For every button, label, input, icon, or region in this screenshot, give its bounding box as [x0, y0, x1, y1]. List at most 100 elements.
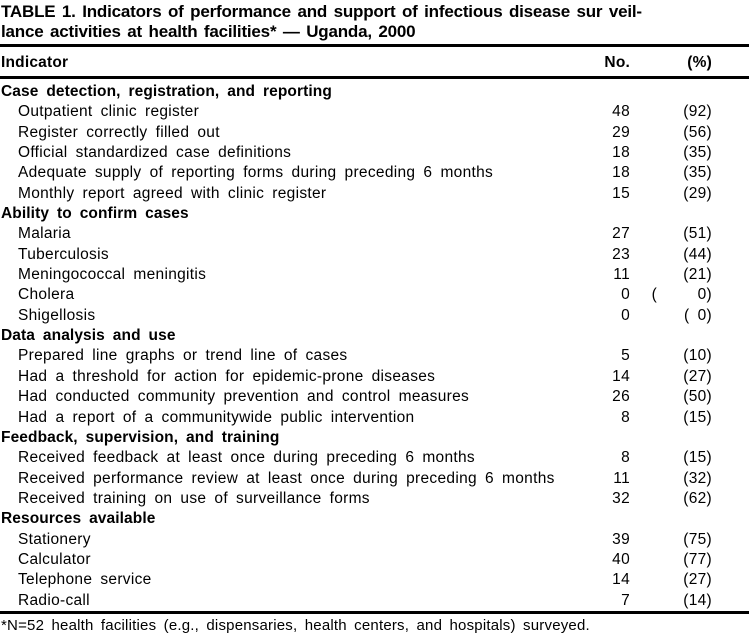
section-header-row: Resources available [1, 509, 749, 529]
row-indicator-label: Feedback, supervision, and training [1, 428, 280, 446]
row-percent-value: (27) [683, 367, 712, 385]
table-title-line1: TABLE 1. Indicators of performance and s… [1, 2, 642, 21]
row-indicator-label: Calculator [18, 550, 91, 568]
table-body: Case detection, registration, and report… [1, 79, 749, 611]
row-percent-value: (62) [683, 489, 712, 507]
row-count-value: 14 [612, 571, 630, 589]
column-header-indicator: Indicator [1, 54, 69, 71]
row-percent-value: (29) [683, 184, 712, 202]
row-percent-value: (10) [683, 347, 712, 365]
row-percent-value: (50) [683, 388, 712, 406]
row-percent-value [630, 326, 712, 346]
row-percent-value: (92) [683, 103, 712, 121]
row-percent-value [630, 509, 712, 529]
row-count-value: 18 [612, 164, 630, 182]
table-row: Meningococcal meningitis 11 (21) [1, 265, 749, 285]
section-header-row: Case detection, registration, and report… [1, 82, 749, 102]
row-percent-value [630, 204, 712, 224]
row-percent-value [630, 82, 712, 102]
table-title-line2: lance activities at health facilities* —… [1, 21, 416, 41]
table-title: TABLE 1. Indicators of performance and s… [1, 2, 749, 41]
table-row: Prepared line graphs or trend line of ca… [1, 346, 749, 366]
row-count-value [580, 509, 630, 529]
table-row: Register correctly filled out 29 (56) [1, 123, 749, 143]
table-row: Official standardized case definitions 18… [1, 143, 749, 163]
row-indicator-label: Malaria [18, 225, 71, 243]
row-percent-value: (77) [683, 550, 712, 568]
column-header-row: Indicator No. (%) [1, 47, 749, 76]
row-indicator-label: Meningococcal meningitis [18, 266, 207, 284]
table-row: Stationery 39 (75) [1, 530, 749, 550]
table-row: Had a report of a communitywide public i… [1, 408, 749, 428]
row-percent-value [630, 428, 712, 448]
row-count-value [580, 428, 630, 448]
header-rule [0, 76, 749, 79]
row-count-value: 26 [612, 388, 630, 406]
row-indicator-label: Resources available [1, 510, 156, 528]
table-row: Radio-call 7 (14) [1, 591, 749, 611]
row-count-value: 14 [612, 367, 630, 385]
row-percent-value: ( 0) [651, 286, 712, 304]
row-count-value: 5 [621, 347, 630, 365]
row-percent-value: (27) [683, 571, 712, 589]
table-row: Had a threshold for action for epidemic-… [1, 367, 749, 387]
section-header-row: Ability to confirm cases [1, 204, 749, 224]
row-count-value [580, 82, 630, 102]
row-percent-value: (15) [683, 408, 712, 426]
row-count-value: 7 [621, 591, 630, 609]
row-count-value: 40 [612, 550, 630, 568]
row-indicator-label: Monthly report agreed with clinic regist… [18, 184, 327, 202]
row-indicator-label: Had conducted community prevention and c… [18, 388, 470, 406]
row-count-value: 27 [612, 225, 630, 243]
row-count-value: 11 [613, 266, 630, 284]
row-count-value [580, 326, 630, 346]
row-percent-value: (35) [683, 164, 712, 182]
row-count-value: 39 [612, 530, 630, 548]
row-indicator-label: Shigellosis [18, 306, 96, 324]
table-row: Calculator 40 (77) [1, 550, 749, 570]
row-percent-value: (32) [683, 469, 712, 487]
row-count-value [580, 204, 630, 224]
row-percent-value: ( 0) [684, 306, 712, 324]
row-indicator-label: Received training on use of surveillance… [18, 489, 370, 507]
section-header-row: Feedback, supervision, and training [1, 428, 749, 448]
row-count-value: 32 [612, 489, 630, 507]
row-count-value: 8 [621, 408, 630, 426]
row-indicator-label: Prepared line graphs or trend line of ca… [18, 347, 348, 365]
table-row: Malaria 27 (51) [1, 224, 749, 244]
row-indicator-label: Had a report of a communitywide public i… [18, 408, 415, 426]
row-count-value: 11 [613, 469, 630, 487]
table-row: Received performance review at least onc… [1, 469, 749, 489]
row-indicator-label: Had a threshold for action for epidemic-… [18, 367, 436, 385]
table-row: Received training on use of surveillance… [1, 489, 749, 509]
table-row: Telephone service 14 (27) [1, 570, 749, 590]
row-indicator-label: Received performance review at least onc… [18, 469, 555, 487]
table-row: Received feedback at least once during p… [1, 448, 749, 468]
row-count-value: 0 [621, 306, 630, 324]
row-indicator-label: Tuberculosis [18, 245, 109, 263]
bottom-rule [0, 610, 749, 614]
row-count-value: 8 [621, 449, 630, 467]
table-row: Shigellosis 0 ( 0) [1, 306, 749, 326]
row-count-value: 23 [612, 245, 630, 263]
table-row: Monthly report agreed with clinic regist… [1, 184, 749, 204]
title-rule [0, 44, 749, 47]
table-row: Had conducted community prevention and c… [1, 387, 749, 407]
row-indicator-label: Stationery [18, 530, 91, 548]
table-row: Adequate supply of reporting forms durin… [1, 163, 749, 183]
table-row: Outpatient clinic register 48 (92) [1, 102, 749, 122]
row-percent-value: (15) [683, 449, 712, 467]
column-header-pct: (%) [687, 54, 712, 71]
row-indicator-label: Data analysis and use [1, 327, 176, 345]
column-header-no: No. [604, 54, 630, 71]
row-count-value: 18 [612, 144, 630, 162]
row-percent-value: (14) [683, 591, 712, 609]
row-percent-value: (44) [683, 245, 712, 263]
row-indicator-label: Received feedback at least once during p… [18, 449, 475, 467]
row-percent-value: (21) [683, 266, 712, 284]
row-indicator-label: Adequate supply of reporting forms durin… [18, 164, 494, 182]
table-row: Tuberculosis 23 (44) [1, 245, 749, 265]
row-indicator-label: Official standardized case definitions [18, 144, 292, 162]
row-count-value: 48 [612, 103, 630, 121]
